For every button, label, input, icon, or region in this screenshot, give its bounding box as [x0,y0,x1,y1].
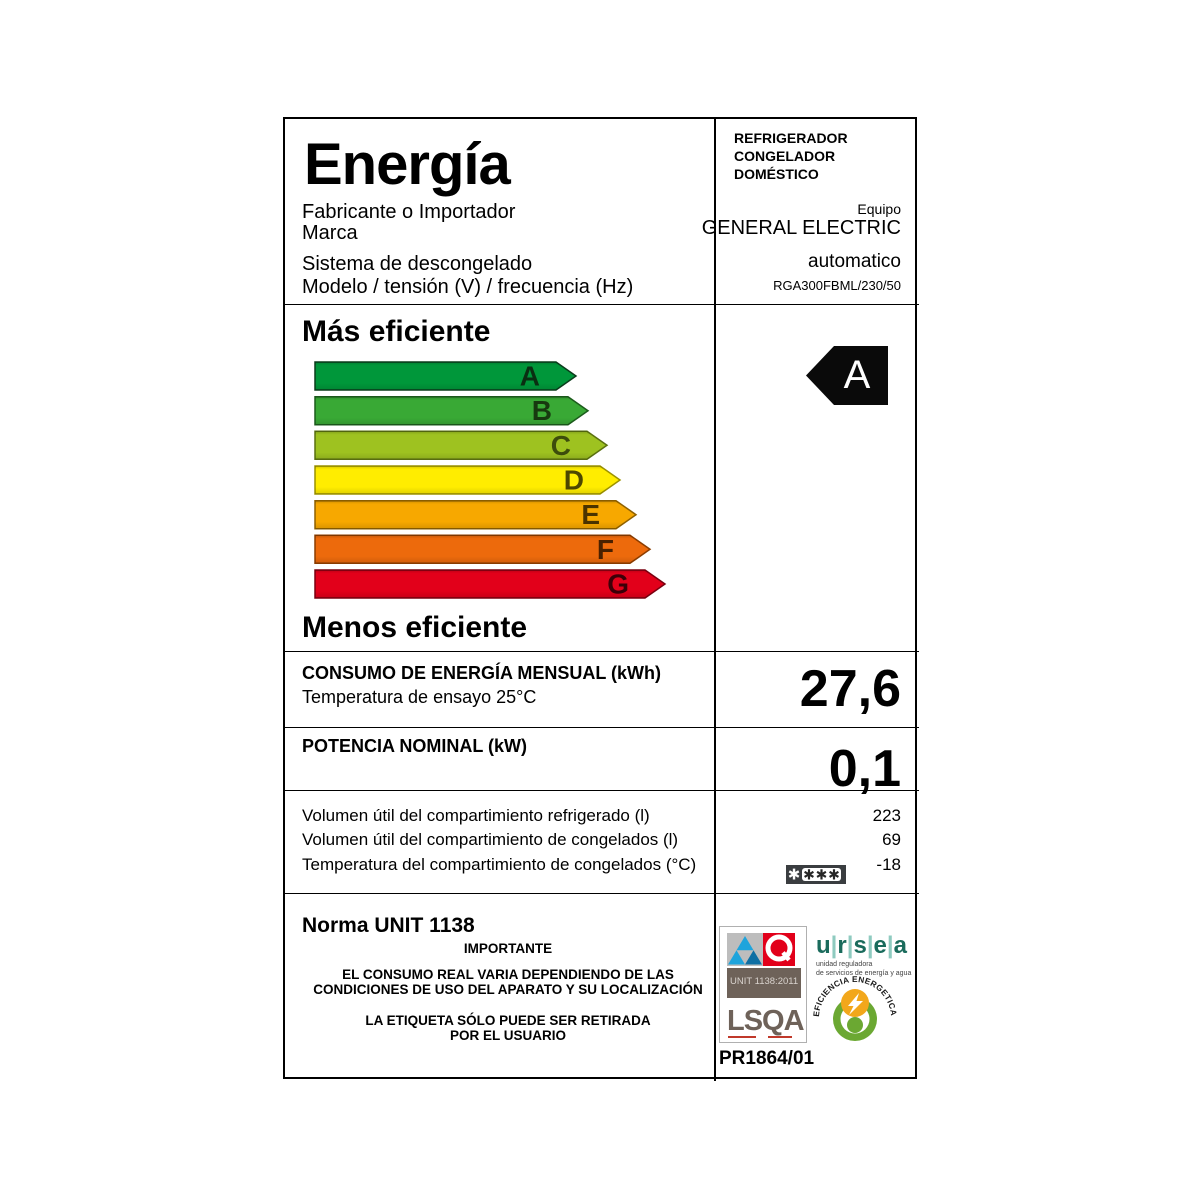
svg-text:✱: ✱ [816,867,828,883]
svg-text:✱: ✱ [788,867,801,884]
svg-text:✱: ✱ [828,867,840,883]
svg-text:✱: ✱ [803,867,815,883]
svg-text:A: A [844,353,871,397]
